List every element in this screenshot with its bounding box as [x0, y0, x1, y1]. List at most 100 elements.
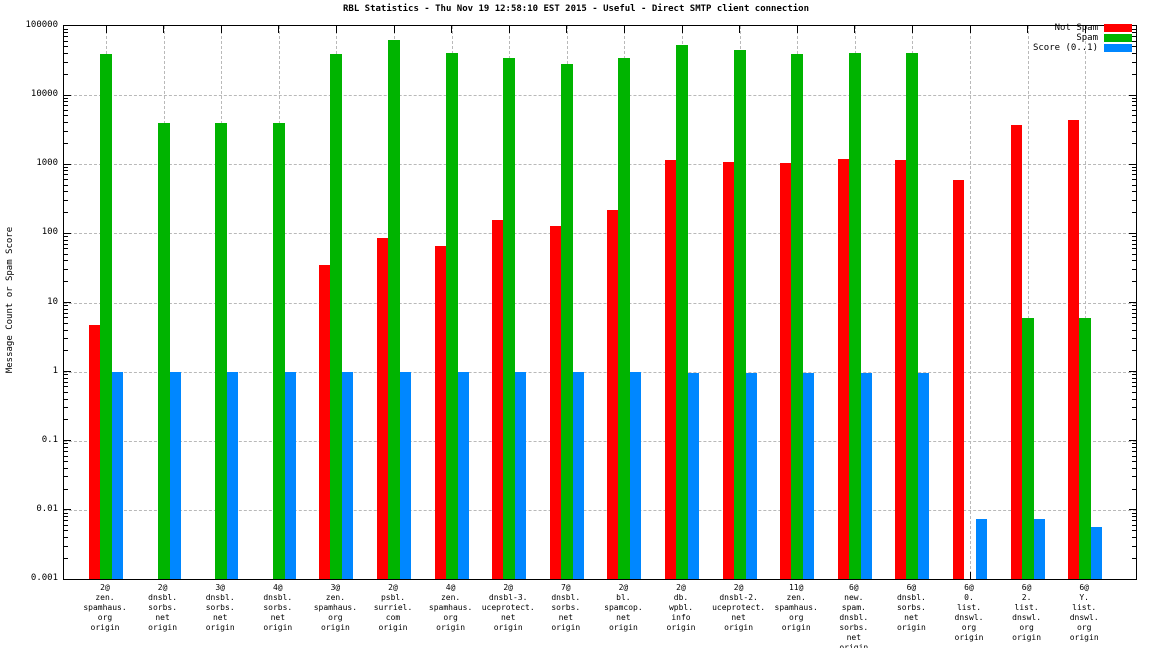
- gridline-vertical: [1027, 26, 1029, 579]
- bar-not-spam: [1010, 124, 1022, 579]
- y-tick-label: 10: [47, 296, 58, 307]
- legend-swatch: [1104, 24, 1132, 32]
- x-category-line: origin: [781, 623, 811, 632]
- y-major-tick-left: [64, 440, 71, 442]
- y-minor-tick-left: [64, 174, 68, 176]
- x-category-line: sorbs.: [839, 623, 869, 632]
- legend-item: Not Spam: [1033, 23, 1132, 33]
- bar-score: [515, 371, 527, 579]
- bar-not-spam: [665, 160, 676, 579]
- x-category-line: org: [328, 613, 343, 622]
- x-category-line: dnsbl.: [205, 593, 235, 602]
- x-category-line: uceprotect.: [481, 603, 535, 612]
- x-category-line: origin: [493, 623, 523, 632]
- x-category-line: spamhaus.: [428, 603, 473, 612]
- y-minor-tick-right: [1132, 377, 1136, 379]
- x-category-line: net: [270, 613, 286, 622]
- x-category-line: origin: [436, 623, 466, 632]
- gridline-horizontal: [64, 164, 1136, 166]
- y-minor-tick-right: [1132, 312, 1136, 314]
- y-minor-tick-left: [64, 28, 68, 30]
- gridline-horizontal: [64, 95, 1136, 97]
- x-category-label: 6@ Y. list. dnswl. org origin: [1042, 583, 1126, 643]
- x-category-line: sorbs.: [148, 603, 178, 612]
- y-major-tick-left: [64, 232, 71, 234]
- bar-spam: [330, 53, 343, 579]
- x-category-line: dnsbl.: [263, 593, 293, 602]
- y-minor-tick-right: [1132, 281, 1136, 283]
- y-minor-tick-right: [1132, 322, 1136, 324]
- y-minor-tick-right: [1132, 269, 1136, 271]
- x-category-line: 6@: [1021, 583, 1032, 592]
- x-category-label: 6@ new. spam. dnsbl. sorbs. net origin: [812, 583, 896, 648]
- y-tick-label: 1: [52, 365, 58, 376]
- y-minor-tick-right: [1132, 381, 1136, 383]
- x-category-line: origin: [954, 633, 984, 642]
- bar-not-spam: [722, 162, 734, 579]
- x-category-label: 2@ psbl. surriel. com origin: [351, 583, 435, 633]
- y-minor-tick-right: [1132, 536, 1136, 538]
- x-category-line: org: [97, 613, 113, 622]
- y-minor-tick-left: [64, 109, 68, 111]
- x-category-line: origin: [724, 623, 754, 632]
- x-tick-top: [508, 26, 510, 33]
- y-minor-tick-right: [1132, 53, 1136, 54]
- gridline-horizontal: [64, 233, 1136, 235]
- y-minor-tick-right: [1132, 391, 1136, 393]
- y-tick-label: 10000: [30, 89, 58, 100]
- y-minor-tick-left: [64, 317, 68, 319]
- y-minor-tick-left: [64, 40, 68, 42]
- bar-spam: [906, 52, 919, 579]
- y-minor-tick-left: [64, 443, 68, 445]
- x-tick-top: [105, 26, 107, 33]
- x-category-line: dnswl.: [1012, 613, 1042, 622]
- x-category-line: origin: [90, 623, 120, 632]
- plot-area: [63, 25, 1137, 580]
- legend-label: Spam: [1076, 33, 1098, 43]
- x-tick-top: [393, 26, 395, 33]
- x-category-label: 6@ 0. list. dnswl. org origin: [927, 583, 1011, 643]
- x-category-line: dnsbl.: [839, 613, 869, 622]
- x-tick-top: [163, 26, 165, 33]
- x-category-line: Y.: [1079, 593, 1089, 602]
- gridline-vertical: [970, 26, 971, 579]
- y-major-tick-right: [1129, 232, 1136, 234]
- y-minor-tick-left: [64, 386, 68, 388]
- y-minor-tick-left: [64, 142, 68, 144]
- chart-title: RBL Statistics - Thu Nov 19 12:58:10 EST…: [343, 4, 809, 14]
- y-minor-tick-right: [1132, 419, 1136, 421]
- x-category-line: origin: [551, 623, 581, 632]
- y-minor-tick-right: [1132, 467, 1136, 469]
- y-minor-tick-right: [1132, 253, 1136, 255]
- x-category-line: org: [1019, 623, 1034, 632]
- x-category-line: net: [904, 613, 919, 622]
- x-category-line: sorbs.: [263, 603, 293, 612]
- x-tick-top: [969, 26, 971, 33]
- y-minor-tick-left: [64, 122, 68, 124]
- x-category-line: spamhaus.: [774, 603, 818, 612]
- bar-score: [745, 373, 757, 579]
- x-category-line: origin: [1069, 633, 1099, 642]
- y-minor-tick-right: [1132, 46, 1136, 48]
- x-category-line: psbl.: [380, 593, 406, 602]
- y-major-tick-left: [64, 302, 71, 303]
- x-category-line: origin: [320, 623, 350, 632]
- x-category-line: 3@: [215, 583, 225, 592]
- bar-score: [1091, 526, 1103, 579]
- y-minor-tick-left: [64, 248, 68, 250]
- y-minor-tick-right: [1132, 122, 1136, 124]
- bar-spam: [618, 57, 631, 579]
- y-minor-tick-right: [1132, 443, 1136, 445]
- x-category-line: 2@: [100, 583, 110, 592]
- y-minor-tick-left: [64, 461, 68, 463]
- y-minor-tick-left: [64, 239, 68, 241]
- x-tick-top: [854, 26, 856, 33]
- x-category-line: dnsbl.: [148, 593, 178, 602]
- y-minor-tick-left: [64, 391, 68, 393]
- y-minor-tick-left: [64, 281, 68, 283]
- y-minor-tick-left: [64, 338, 68, 340]
- bar-not-spam: [492, 220, 504, 579]
- y-minor-tick-left: [64, 476, 68, 478]
- bar-spam: [157, 123, 170, 579]
